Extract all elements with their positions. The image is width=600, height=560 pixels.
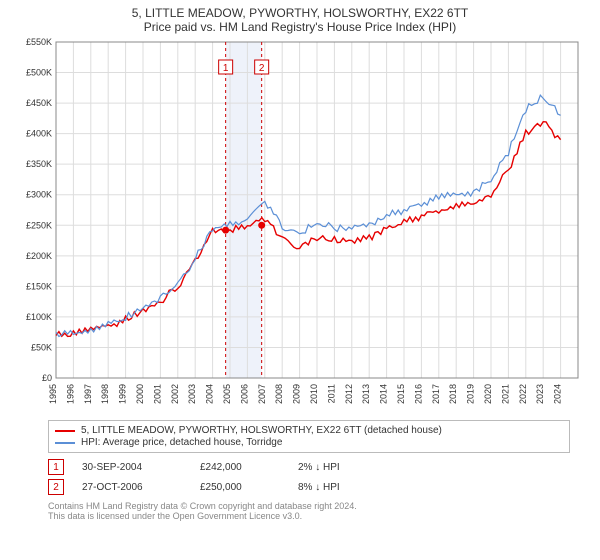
chart-title-line2: Price paid vs. HM Land Registry's House … <box>0 20 600 34</box>
chart-title-line1: 5, LITTLE MEADOW, PYWORTHY, HOLSWORTHY, … <box>0 6 600 20</box>
svg-text:2012: 2012 <box>344 384 354 404</box>
svg-text:1995: 1995 <box>48 384 58 404</box>
legend-row: 5, LITTLE MEADOW, PYWORTHY, HOLSWORTHY, … <box>55 425 563 436</box>
svg-text:2024: 2024 <box>553 384 563 404</box>
svg-text:2000: 2000 <box>135 384 145 404</box>
chart-title-block: 5, LITTLE MEADOW, PYWORTHY, HOLSWORTHY, … <box>0 0 600 36</box>
svg-text:2016: 2016 <box>413 384 423 404</box>
svg-text:2006: 2006 <box>239 384 249 404</box>
svg-text:2: 2 <box>259 63 265 74</box>
sales-table: 1 30-SEP-2004 £242,000 2% ↓ HPI 2 27-OCT-2006… <box>48 457 570 497</box>
svg-text:£250K: £250K <box>26 220 52 230</box>
sale-marker: 2 <box>48 479 64 495</box>
svg-text:£550K: £550K <box>26 37 52 47</box>
svg-text:£450K: £450K <box>26 98 52 108</box>
svg-text:£350K: £350K <box>26 159 52 169</box>
legend-box: 5, LITTLE MEADOW, PYWORTHY, HOLSWORTHY, … <box>48 420 570 453</box>
svg-text:£500K: £500K <box>26 68 52 78</box>
svg-text:2009: 2009 <box>292 384 302 404</box>
svg-text:£150K: £150K <box>26 281 52 291</box>
svg-text:2018: 2018 <box>448 384 458 404</box>
footer-attribution: Contains HM Land Registry data © Crown c… <box>48 501 570 521</box>
footer-line1: Contains HM Land Registry data © Crown c… <box>48 501 570 511</box>
svg-text:2023: 2023 <box>535 384 545 404</box>
svg-text:2020: 2020 <box>483 384 493 404</box>
svg-text:2002: 2002 <box>170 384 180 404</box>
legend-swatch <box>55 442 75 444</box>
svg-text:£300K: £300K <box>26 190 52 200</box>
svg-text:2019: 2019 <box>466 384 476 404</box>
svg-text:2013: 2013 <box>361 384 371 404</box>
svg-text:2005: 2005 <box>222 384 232 404</box>
svg-text:£400K: £400K <box>26 129 52 139</box>
sale-price: £242,000 <box>200 462 280 473</box>
svg-text:2010: 2010 <box>309 384 319 404</box>
svg-text:1998: 1998 <box>100 384 110 404</box>
sale-pct: 2% ↓ HPI <box>298 462 378 473</box>
sale-row: 1 30-SEP-2004 £242,000 2% ↓ HPI <box>48 457 570 477</box>
svg-text:£200K: £200K <box>26 251 52 261</box>
svg-text:2022: 2022 <box>518 384 528 404</box>
svg-text:2017: 2017 <box>431 384 441 404</box>
svg-text:2007: 2007 <box>257 384 267 404</box>
line-chart-svg: 1 2 £0 £50K £100K £150K £200K £250K £300K £350K £4… <box>10 36 590 416</box>
svg-text:2015: 2015 <box>396 384 406 404</box>
sale-date: 27-OCT-2006 <box>82 482 182 493</box>
sale-date: 30-SEP-2004 <box>82 462 182 473</box>
svg-text:2001: 2001 <box>152 384 162 404</box>
svg-text:2021: 2021 <box>500 384 510 404</box>
legend-label: HPI: Average price, detached house, Torr… <box>81 437 282 448</box>
svg-text:£50K: £50K <box>31 342 52 352</box>
legend-label: 5, LITTLE MEADOW, PYWORTHY, HOLSWORTHY, … <box>81 425 442 436</box>
svg-text:1: 1 <box>223 63 229 74</box>
svg-text:2003: 2003 <box>187 384 197 404</box>
svg-text:2011: 2011 <box>326 384 336 403</box>
svg-text:2004: 2004 <box>205 384 215 404</box>
svg-text:£100K: £100K <box>26 312 52 322</box>
sale-row: 2 27-OCT-2006 £250,000 8% ↓ HPI <box>48 477 570 497</box>
svg-text:1997: 1997 <box>83 384 93 404</box>
svg-text:1996: 1996 <box>65 384 75 404</box>
svg-text:2008: 2008 <box>274 384 284 404</box>
sale-price: £250,000 <box>200 482 280 493</box>
sale-pct: 8% ↓ HPI <box>298 482 378 493</box>
svg-text:1999: 1999 <box>118 384 128 404</box>
svg-text:2014: 2014 <box>379 384 389 404</box>
legend-swatch <box>55 430 75 432</box>
sale-marker: 1 <box>48 459 64 475</box>
legend-row: HPI: Average price, detached house, Torr… <box>55 437 563 448</box>
chart-area: 1 2 £0 £50K £100K £150K £200K £250K £300K £350K £4… <box>10 36 590 416</box>
svg-text:£0: £0 <box>42 373 52 383</box>
footer-line2: This data is licensed under the Open Gov… <box>48 511 570 521</box>
